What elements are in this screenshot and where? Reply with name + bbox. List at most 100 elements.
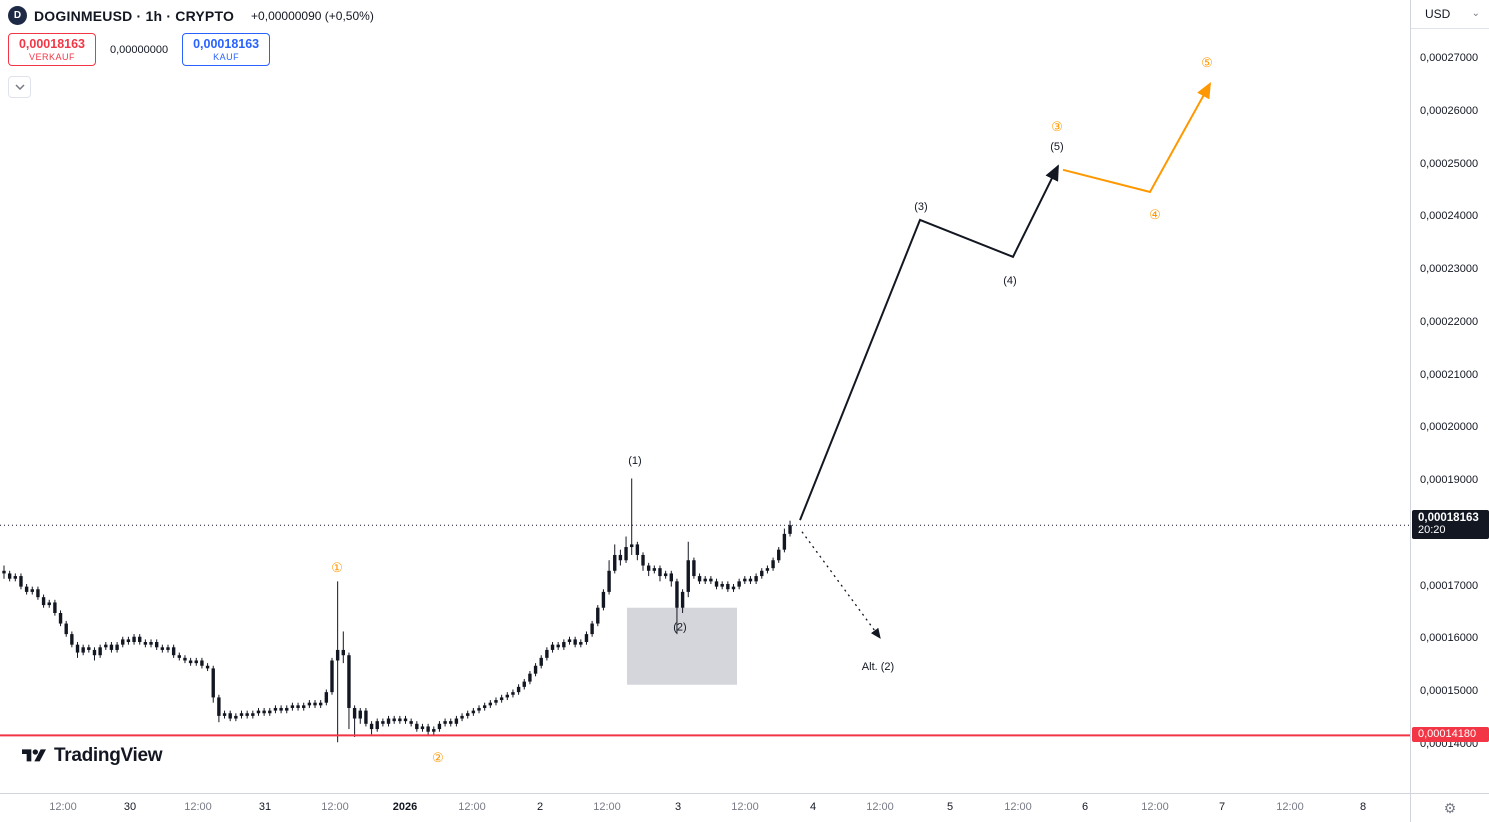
candle-body <box>556 644 560 648</box>
candle-body <box>183 657 187 661</box>
expand-panel-button[interactable] <box>8 76 31 98</box>
candle-body <box>692 560 696 577</box>
time-axis-label: 7 <box>1218 801 1226 813</box>
current-price-tag: 0,00018163 20:20 <box>1412 510 1489 540</box>
candle-body <box>748 578 753 582</box>
spread-value: 0,00000000 <box>110 43 169 56</box>
candle-body <box>765 568 770 571</box>
tradingview-logo-icon <box>22 749 46 762</box>
candle-body <box>590 623 594 635</box>
candle-body <box>205 665 210 669</box>
candle-body <box>234 715 238 719</box>
candle-body <box>58 613 63 624</box>
candle-body <box>426 726 430 732</box>
buy-label: KAUF <box>213 52 240 63</box>
price-axis-label: 0,00025000 <box>1420 157 1479 170</box>
candle-body <box>166 647 170 650</box>
candle-body <box>697 576 702 582</box>
price-axis[interactable]: USD ⌄ 0,00018163 20:20 0,00014180 0,0002… <box>1410 0 1489 793</box>
candle-body <box>607 570 611 592</box>
candle-body <box>477 707 481 711</box>
price-axis-label: 0,00027000 <box>1420 52 1479 64</box>
orange-wave-projection-path <box>1062 82 1211 194</box>
candle-body <box>663 573 668 577</box>
candle-body <box>64 623 68 635</box>
candle-body <box>635 544 640 555</box>
candle-body <box>788 525 792 534</box>
candle-body <box>262 710 266 714</box>
sell-button[interactable]: 0,00018163 VERKAUF <box>8 33 96 66</box>
buy-price: 0,00018163 <box>193 36 260 51</box>
candle-body <box>98 647 102 656</box>
tradingview-logo[interactable]: TradingView <box>22 745 163 767</box>
candle-body <box>104 644 108 648</box>
candle-body <box>154 642 159 648</box>
candle-body <box>273 707 278 711</box>
candle-body <box>601 591 606 608</box>
candlestick-chart[interactable]: ① ② ③ ④ ⑤ (1) (2) (3) (4) (5) Alt. (2) <box>0 0 1410 793</box>
candle-body <box>41 597 46 606</box>
wave-label: (4) <box>1003 275 1016 287</box>
candle-body <box>567 639 572 643</box>
candle-body <box>7 573 12 579</box>
candle-body <box>211 668 215 698</box>
price-axis-label: 0,00022000 <box>1420 315 1479 328</box>
candle-body <box>562 642 566 648</box>
candle-body <box>143 642 148 645</box>
time-axis-label: 12:00 <box>866 801 894 813</box>
candle-body <box>307 702 312 706</box>
candle-body <box>420 726 425 730</box>
candle-body <box>782 533 787 550</box>
symbol-title[interactable]: DOGINMEUSD · 1h · CRYPTO <box>34 7 235 24</box>
candle-body <box>177 655 182 658</box>
time-axis-label: 30 <box>123 801 137 813</box>
candle-body <box>533 665 538 674</box>
time-axis-label: 5 <box>946 801 954 813</box>
price-axis-label: 0,00017000 <box>1420 579 1479 592</box>
candle-body <box>335 649 340 661</box>
candle-body <box>488 702 493 706</box>
candle-body <box>466 713 470 716</box>
candle-body <box>279 707 283 711</box>
candle-body <box>630 544 634 548</box>
candle-body <box>454 718 459 724</box>
bar-countdown: 20:20 <box>1418 524 1446 537</box>
chart-pane[interactable]: ① ② ③ ④ ⑤ (1) (2) (3) (4) (5) Alt. (2) D DOGINMEUS… <box>0 0 1410 793</box>
candle-body <box>30 589 34 592</box>
candle-body <box>245 713 249 716</box>
time-axis-label: 12:00 <box>184 801 212 813</box>
candle-body <box>743 578 747 582</box>
settings-gear-icon[interactable]: ⚙ <box>1443 799 1457 816</box>
candle-body <box>115 644 119 650</box>
price-axis-label: 0,00020000 <box>1420 421 1479 434</box>
candle-body <box>290 705 295 708</box>
time-axis-label: 12:00 <box>1141 801 1169 813</box>
candle-body <box>432 729 436 732</box>
candle-body <box>449 721 453 724</box>
candle-body <box>36 589 40 598</box>
buy-button[interactable]: 0,00018163 KAUF <box>182 33 271 66</box>
candle-body <box>24 586 29 592</box>
support-price-tag: 0,00014180 <box>1412 727 1489 743</box>
time-axis[interactable]: 12:00 30 12:00 31 12:00 2026 12:00 2 12:00 3 12:00… <box>0 793 1410 822</box>
candle-body <box>369 723 374 730</box>
buy-sell-widget: 0,00018163 VERKAUF 0,00000000 0,00018163… <box>8 33 374 66</box>
candle-body <box>13 576 18 579</box>
time-axis-label: 12:00 <box>1276 801 1304 813</box>
currency-selector[interactable]: USD ⌄ <box>1411 0 1489 29</box>
time-axis-label: 12:00 <box>458 801 486 813</box>
time-axis-label: 6 <box>1081 801 1089 813</box>
candle-body <box>2 570 6 574</box>
candle-body <box>731 586 736 590</box>
time-axis-label: 2026 <box>392 801 418 813</box>
candle-body <box>584 634 589 643</box>
alt-count-dotted-path <box>801 531 881 639</box>
candle-body <box>352 707 357 719</box>
candle-body <box>256 710 261 714</box>
candle-body <box>471 710 476 714</box>
candle-body <box>613 554 617 571</box>
candle-body <box>703 578 707 582</box>
wave-label: Alt. (2) <box>862 661 894 673</box>
price-axis-label: 0,00015000 <box>1420 685 1479 698</box>
candle-body <box>658 568 662 577</box>
